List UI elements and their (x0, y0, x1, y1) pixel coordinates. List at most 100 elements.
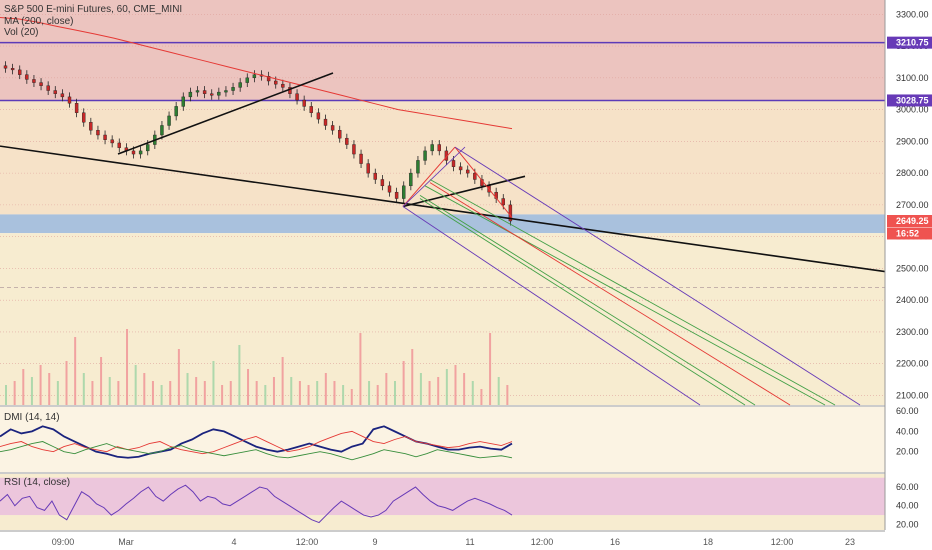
candle-body-53 (380, 179, 385, 187)
price-zone-0 (0, 0, 885, 101)
volume-bar-42 (368, 381, 371, 405)
volume-bar-36 (316, 381, 319, 405)
candle-body-42 (302, 99, 306, 107)
price-tag-bg-2 (887, 215, 932, 228)
candle-body-2 (18, 69, 22, 75)
volume-bar-16 (143, 373, 146, 405)
candle-body-38 (274, 80, 278, 85)
volume-bar-19 (169, 381, 172, 405)
volume-bar-4 (39, 365, 42, 405)
rsi-indicator-label: RSI (14, close) (4, 477, 71, 488)
volume-bar-25 (221, 385, 224, 405)
volume-bar-8 (74, 337, 77, 405)
candle-body-3 (25, 74, 29, 80)
candle-body-47 (338, 130, 342, 139)
candle-body-70 (501, 198, 505, 206)
pitchfork-handle-b (454, 146, 513, 218)
time-axis-bg (0, 531, 932, 550)
time-tick-label: 18 (703, 537, 713, 547)
symbol-title: S&P 500 E-mini Futures, 60, CME_MINI (4, 4, 183, 15)
price-tag-bg-0 (887, 36, 932, 49)
volume-bar-53 (463, 373, 466, 405)
candle-body-8 (60, 93, 65, 98)
candle-body-61 (437, 144, 441, 152)
ma200-line (0, 16, 513, 130)
volume-bar-21 (186, 373, 189, 405)
volume-bar-1 (13, 381, 16, 405)
time-tick-label: 11 (465, 537, 474, 547)
volume-bar-54 (471, 381, 474, 405)
pitchfork-handle-a (402, 146, 456, 207)
candle-body-55 (394, 191, 399, 199)
volume-bar-47 (411, 349, 414, 405)
candle-body-4 (32, 79, 36, 83)
volume-bar-43 (376, 385, 379, 405)
volume-bar-50 (437, 377, 440, 405)
pitchfork-line-6 (402, 206, 701, 406)
candle-body-44 (316, 112, 321, 120)
time-tick-label: 12:00 (771, 537, 794, 547)
ma-indicator-label: MA (200, close) (4, 16, 74, 27)
dmi-tick-label: 40.00 (896, 426, 919, 436)
volume-bar-17 (151, 381, 154, 405)
volume-bar-39 (342, 385, 345, 405)
volume-bar-44 (385, 373, 388, 405)
time-tick-label: 9 (372, 537, 377, 547)
candle-body-23 (167, 115, 171, 126)
time-tick-label: 12:00 (296, 537, 319, 547)
candle-body-27 (195, 90, 200, 93)
candle-body-49 (352, 144, 356, 155)
price-tick-label: 2700.00 (896, 200, 929, 210)
candle-body-24 (174, 106, 178, 117)
candle-body-48 (345, 137, 349, 145)
volume-bar-58 (506, 385, 509, 405)
volume-bar-45 (393, 381, 396, 405)
dmi-tick-label: 60.00 (896, 406, 919, 416)
volume-bar-5 (48, 373, 51, 405)
candle-body-29 (210, 93, 214, 96)
candle-body-13 (96, 130, 100, 136)
candle-body-65 (466, 169, 470, 174)
price-tick-label: 3000.00 (896, 105, 929, 115)
price-tick-label: 3100.00 (896, 73, 929, 83)
rsi-band (0, 477, 885, 516)
volume-bar-15 (134, 365, 137, 405)
price-tick-label: 2400.00 (896, 295, 929, 305)
volume-bar-37 (324, 373, 327, 405)
volume-bar-27 (238, 345, 241, 405)
volume-bar-35 (307, 385, 310, 405)
pitchfork-line-0 (454, 146, 861, 406)
candle-body-54 (387, 185, 392, 193)
volume-bar-14 (126, 329, 129, 405)
volume-bar-12 (108, 377, 111, 405)
long-trend-line (0, 145, 886, 273)
volume-bar-56 (489, 333, 492, 405)
candle-body-41 (295, 93, 299, 101)
candle-body-14 (103, 134, 107, 140)
volume-bar-41 (359, 333, 362, 405)
candle-body-51 (366, 163, 370, 174)
price-tag-label: 3210.75 (896, 38, 929, 48)
price-zone-2 (0, 214, 885, 234)
candle-body-34 (245, 77, 249, 83)
pitchfork-line-1 (429, 179, 836, 406)
volume-bar-30 (264, 385, 267, 405)
candle-body-56 (402, 185, 406, 199)
price-tick-label: 2900.00 (896, 136, 929, 146)
dmi-series-line-2 (0, 441, 513, 461)
volume-bar-3 (30, 377, 33, 405)
dmi-indicator-label: DMI (14, 14) (4, 412, 60, 423)
time-tick-label: 09:00 (52, 537, 75, 547)
volume-bar-34 (298, 381, 301, 405)
pitchfork-line-3 (429, 182, 791, 406)
candle-body-12 (89, 122, 93, 131)
time-tick-label: 4 (231, 537, 236, 547)
price-tick-label: 2800.00 (896, 168, 929, 178)
rsi-tick-label: 60.00 (896, 482, 919, 492)
volume-bar-49 (428, 381, 431, 405)
trend-line-b (402, 175, 526, 208)
price-tick-label: 2300.00 (896, 327, 929, 337)
pitchfork-top-connector (402, 146, 466, 207)
